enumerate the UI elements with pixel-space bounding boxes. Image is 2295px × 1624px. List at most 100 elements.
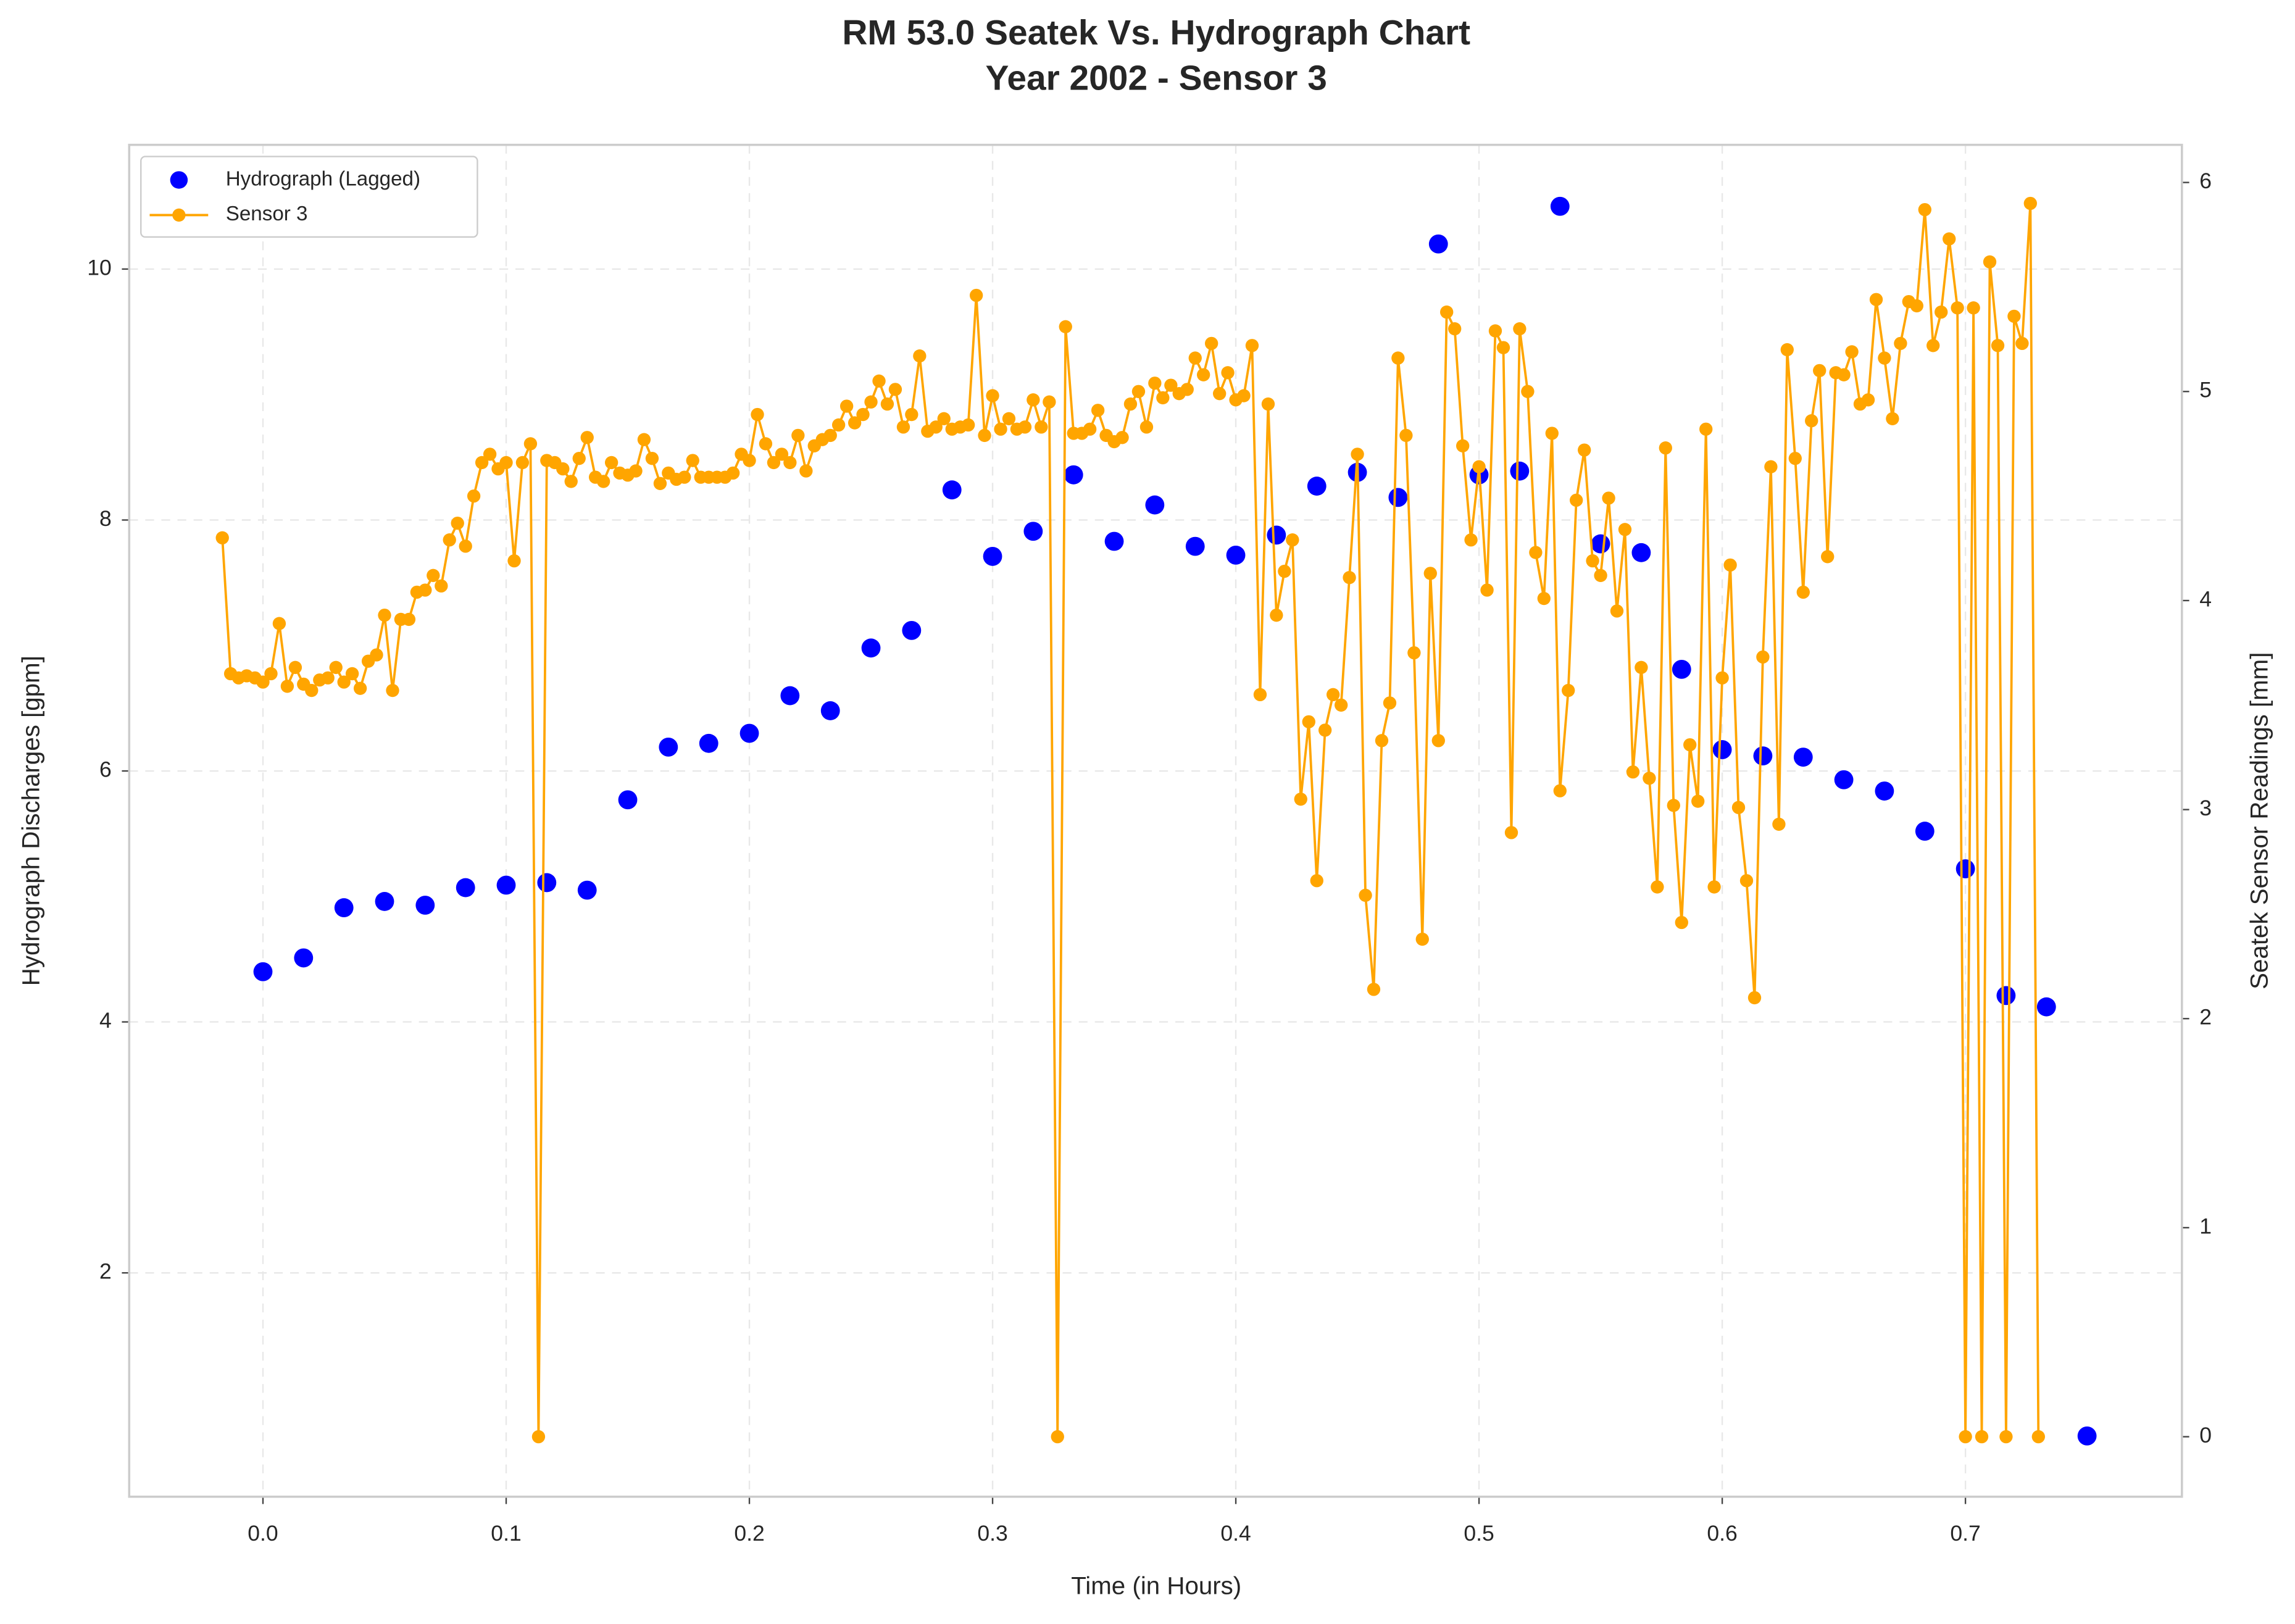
- data-point: [353, 681, 367, 695]
- y-tick-label: 10: [87, 255, 112, 280]
- data-point: [791, 428, 805, 443]
- data-point: [272, 617, 286, 630]
- data-point: [739, 723, 759, 743]
- data-point: [1659, 441, 1672, 455]
- data-point: [1091, 404, 1105, 417]
- data-point: [1672, 659, 1691, 679]
- data-point: [577, 880, 597, 900]
- data-point: [1131, 385, 1146, 398]
- legend-label: Sensor 3: [226, 202, 308, 225]
- data-point: [1813, 364, 1826, 378]
- data-point: [1139, 420, 1154, 434]
- data-point: [1407, 646, 1421, 660]
- data-point: [1894, 336, 1907, 351]
- data-point: [1602, 491, 1615, 505]
- data-point: [1180, 383, 1194, 396]
- legend-marker: [170, 171, 188, 189]
- data-point: [435, 579, 448, 593]
- x-tick-label: 0.2: [734, 1521, 764, 1546]
- x-tick-label: 0.3: [977, 1521, 1007, 1546]
- data-point: [596, 475, 610, 488]
- data-point: [1428, 234, 1448, 254]
- data-point: [1996, 986, 2016, 1006]
- data-point: [523, 437, 538, 451]
- data-point: [799, 464, 813, 478]
- data-point: [1480, 583, 1494, 597]
- data-point: [659, 737, 678, 757]
- data-point: [1915, 822, 1935, 841]
- y2-tick-label: 2: [2199, 1005, 2212, 1030]
- data-point: [1286, 533, 1299, 547]
- data-point: [1626, 765, 1640, 779]
- data-point: [1643, 772, 1656, 785]
- data-point: [1145, 495, 1165, 515]
- data-point: [1083, 422, 1097, 436]
- data-point: [1115, 431, 1129, 444]
- data-point: [726, 466, 740, 480]
- data-point: [1610, 604, 1624, 618]
- data-point: [415, 896, 435, 915]
- data-point: [1456, 439, 1470, 452]
- data-point: [839, 399, 854, 413]
- data-point: [1343, 571, 1356, 585]
- data-point: [1278, 564, 1291, 578]
- data-point: [978, 428, 991, 443]
- data-point: [2036, 997, 2056, 1017]
- legend: Hydrograph (Lagged) Sensor 3: [140, 156, 478, 238]
- data-point: [775, 448, 789, 461]
- data-point: [321, 671, 335, 685]
- data-point: [256, 675, 270, 689]
- data-point: [1510, 461, 1530, 481]
- data-point: [1310, 874, 1323, 888]
- data-point: [288, 660, 302, 674]
- data-point: [937, 412, 951, 425]
- data-point: [1878, 351, 1891, 365]
- data-point: [905, 407, 918, 422]
- data-point: [1753, 746, 1773, 766]
- data-point: [1772, 817, 1786, 831]
- data-point: [994, 422, 1007, 436]
- data-point: [1675, 915, 1688, 930]
- data-point: [1375, 734, 1389, 747]
- data-point: [1618, 523, 1632, 536]
- data-point: [848, 416, 862, 430]
- data-point: [1423, 567, 1437, 580]
- data-point: [1691, 794, 1705, 808]
- data-point: [751, 407, 764, 422]
- data-point: [1918, 202, 1931, 217]
- legend-label: Hydrograph (Lagged): [226, 167, 420, 190]
- data-point: [1959, 1430, 1972, 1444]
- data-point: [1553, 784, 1567, 797]
- y2-tick-label: 4: [2199, 586, 2212, 611]
- data-point: [1294, 793, 1307, 806]
- data-point: [1869, 293, 1883, 306]
- data-point: [253, 962, 273, 981]
- data-point: [1212, 386, 1227, 401]
- data-point: [902, 620, 922, 640]
- data-point: [1043, 395, 1056, 409]
- data-point: [856, 407, 870, 422]
- data-point: [499, 456, 513, 470]
- data-point: [2031, 1430, 2045, 1444]
- data-point: [1578, 443, 1591, 457]
- data-point: [820, 701, 840, 720]
- data-point: [1488, 324, 1502, 338]
- data-point: [618, 790, 638, 810]
- data-point: [537, 873, 557, 893]
- data-point: [556, 462, 570, 476]
- legend-marker: [172, 208, 186, 222]
- data-point: [1367, 983, 1381, 996]
- data-point: [1886, 412, 1899, 425]
- data-point: [1318, 723, 1332, 737]
- data-point: [1635, 660, 1648, 674]
- chart-title: RM 53.0 Seatek Vs. Hydrograph Chart: [842, 14, 1470, 52]
- data-point: [1739, 874, 1754, 888]
- data-point: [264, 667, 278, 681]
- data-point: [1359, 888, 1372, 902]
- data-point: [1723, 558, 1737, 572]
- data-point: [1796, 585, 1810, 599]
- data-point: [1537, 591, 1551, 606]
- y-tick-label: 6: [99, 757, 112, 781]
- data-point: [637, 433, 651, 446]
- data-point: [1383, 696, 1397, 710]
